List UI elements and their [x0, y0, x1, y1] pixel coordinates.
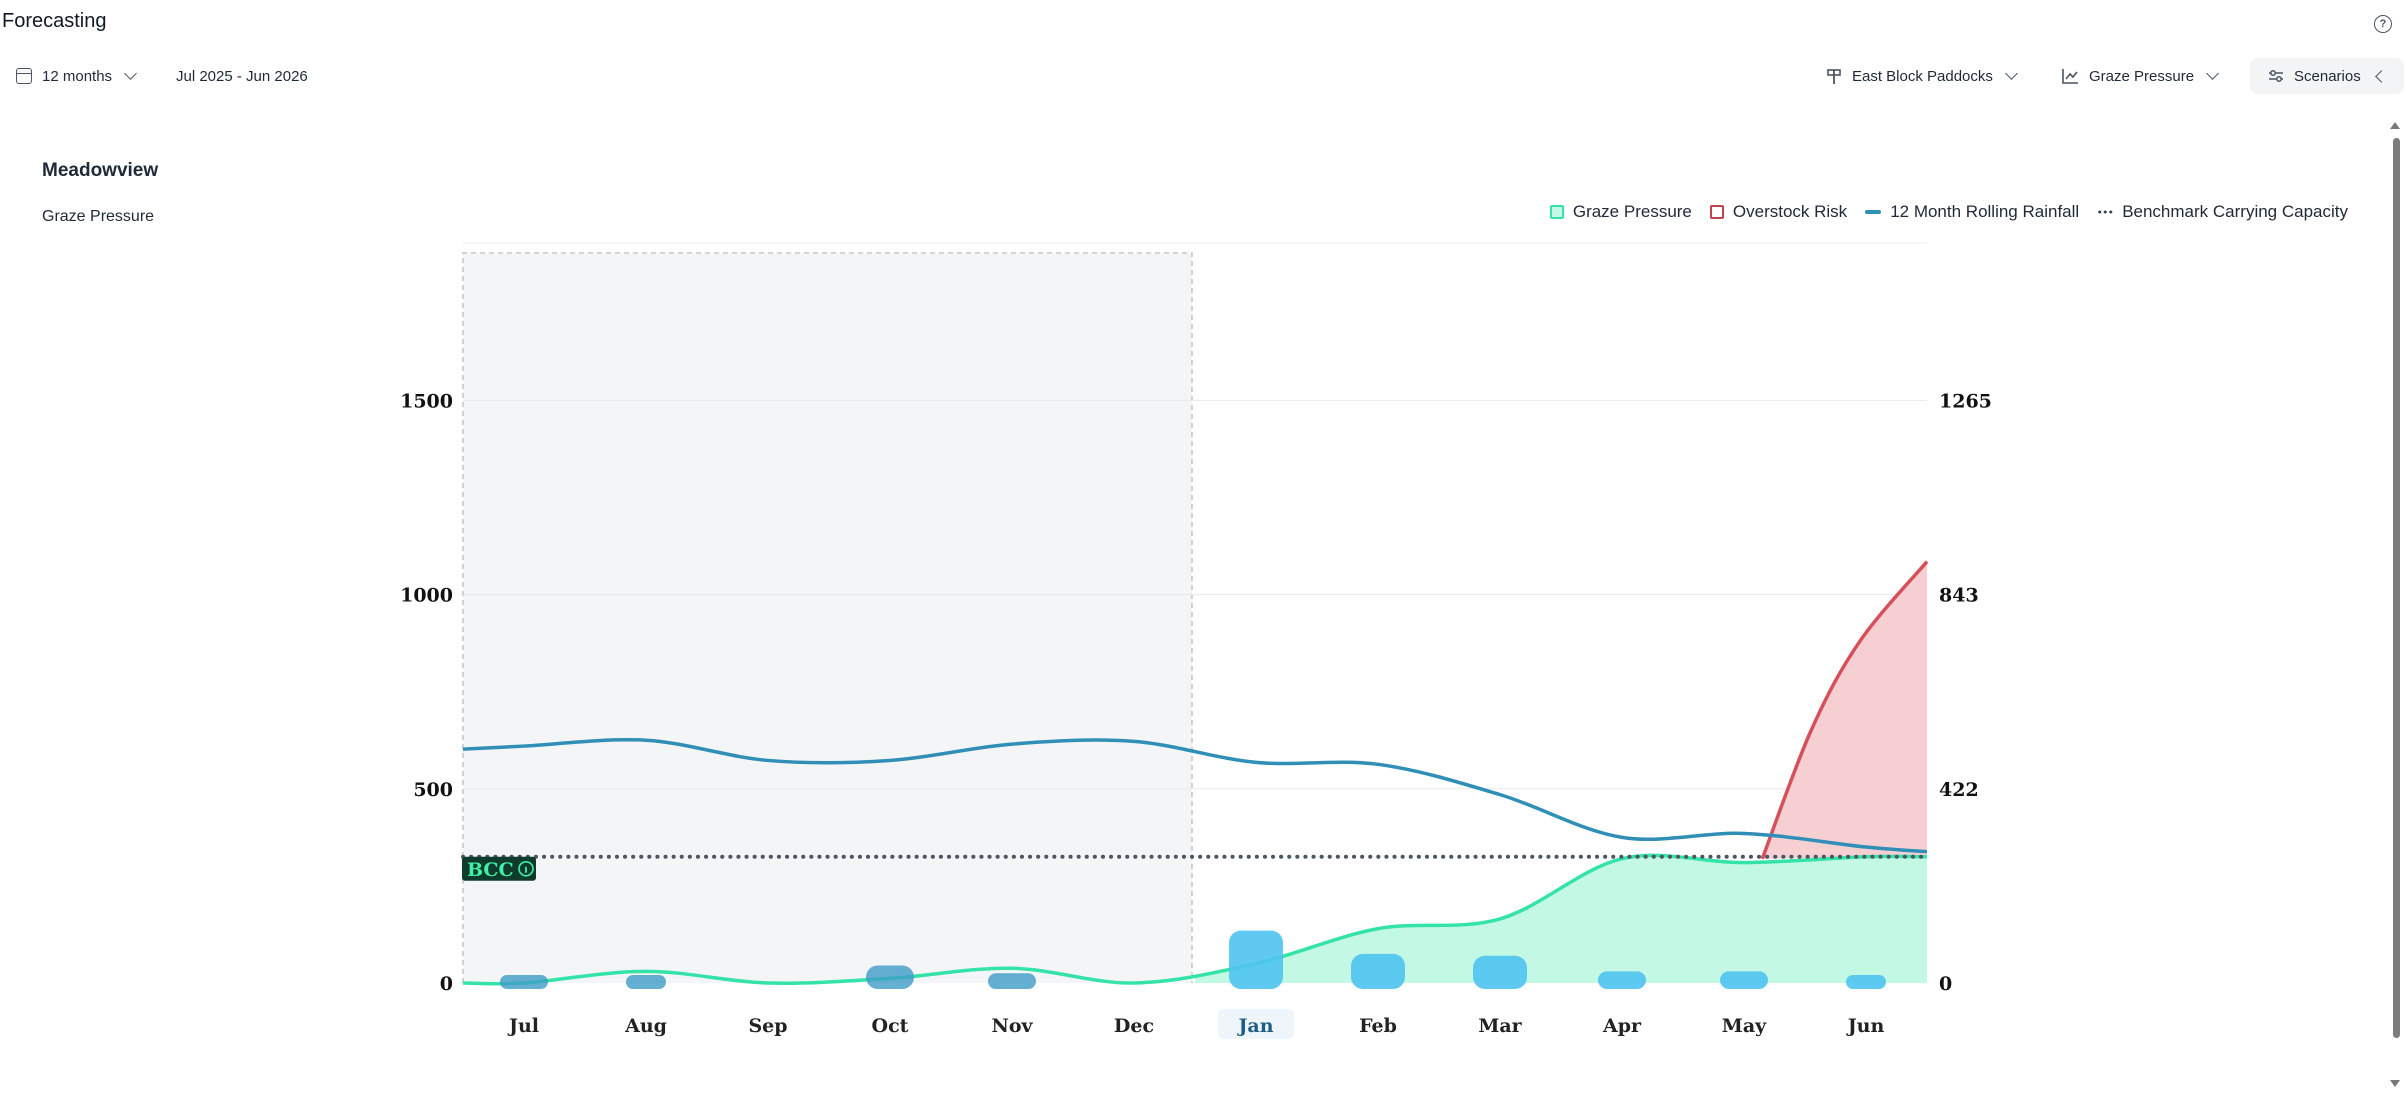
metric-selector[interactable]: Graze Pressure: [2062, 56, 2219, 96]
legend-item-benchmark[interactable]: Benchmark Carrying Capacity: [2097, 202, 2348, 222]
legend-label: Benchmark Carrying Capacity: [2122, 202, 2348, 221]
y-left-tick: 500: [413, 779, 453, 801]
x-tick-label: Apr: [1602, 1015, 1642, 1037]
legend-label: 12 Month Rolling Rainfall: [1890, 202, 2080, 221]
x-tick-label: Jul: [507, 1015, 539, 1037]
scrollbar-thumb[interactable]: [2393, 138, 2400, 1038]
x-tick-label: Jun: [1846, 1015, 1885, 1037]
panel-subtitle: Graze Pressure: [42, 208, 155, 225]
legend-swatch: [1865, 210, 1882, 214]
sliders-icon: [2269, 70, 2283, 82]
x-tick-label: Aug: [624, 1015, 667, 1037]
period-label: 12 months: [42, 67, 113, 85]
help-circle-icon[interactable]: ?: [2374, 15, 2392, 33]
signpost-icon: [1827, 69, 1841, 84]
rain-bar: [1473, 955, 1527, 989]
legend-swatch: [1709, 205, 1724, 219]
chart-legend: Graze Pressure Overstock Risk 12 Month R…: [1549, 202, 2348, 222]
page-title: Forecasting: [2, 10, 107, 32]
past-period-region: [463, 253, 1192, 983]
scroll-up-arrow[interactable]: [2390, 122, 2400, 129]
past-period-border: [462, 252, 1193, 983]
rain-bar: [1598, 971, 1646, 989]
y-right-tick: 0: [1939, 973, 1952, 995]
x-tick-label: Nov: [991, 1015, 1033, 1037]
scenarios-button[interactable]: Scenarios: [2250, 58, 2404, 94]
rain-bar: [626, 975, 666, 989]
x-tick-label: Mar: [1478, 1015, 1522, 1037]
graze-pressure-area: [1195, 855, 1927, 983]
y-left-tick: 0: [440, 973, 453, 995]
date-range: Jul 2025 - Jun 2026: [176, 56, 308, 96]
rain-bar: [500, 975, 548, 989]
legend-item-overstock-risk[interactable]: Overstock Risk: [1709, 202, 1848, 222]
location-selector[interactable]: East Block Paddocks: [1826, 56, 2018, 96]
metric-label: Graze Pressure: [2089, 67, 2195, 85]
legend-item-rainfall[interactable]: 12 Month Rolling Rainfall: [1865, 202, 2079, 222]
location-label: East Block Paddocks: [1852, 67, 1993, 85]
rain-bar: [988, 973, 1036, 989]
rain-bar: [1351, 953, 1405, 989]
x-tick-label: Sep: [748, 1015, 787, 1037]
scroll-down-arrow[interactable]: [2390, 1080, 2400, 1087]
rain-bar: [1720, 971, 1768, 989]
legend-swatch: [2097, 210, 2114, 214]
y-left-tick: 1500: [400, 390, 453, 412]
x-tick-label: Oct: [872, 1015, 909, 1037]
scenarios-label: Scenarios: [2294, 67, 2361, 85]
overstock-line: [1760, 560, 1929, 860]
legend-item-graze-pressure[interactable]: Graze Pressure: [1549, 202, 1692, 222]
bcc-badge: BCC: [462, 856, 536, 881]
y-left-tick: 1000: [400, 585, 453, 607]
legend-label: Overstock Risk: [1732, 202, 1848, 221]
graze-pressure-line: [462, 853, 1928, 986]
calendar-icon: [16, 68, 32, 84]
x-tick-highlight: [1218, 1009, 1294, 1039]
line-chart-icon: [2062, 69, 2078, 84]
legend-label: Graze Pressure: [1572, 202, 1692, 221]
y-right-tick: 1265: [1939, 390, 1992, 412]
date-range-label: Jul 2025 - Jun 2026: [176, 67, 308, 85]
panel-title: Meadowview: [42, 160, 159, 181]
rain-bar: [1229, 930, 1283, 989]
x-tick-label: Dec: [1114, 1015, 1154, 1037]
x-tick-label: Jan: [1236, 1015, 1273, 1037]
period-selector[interactable]: 12 months: [16, 56, 137, 96]
bcc-badge-bg: [462, 856, 536, 881]
overstock-area: [1762, 561, 1927, 859]
y-right-tick: 422: [1939, 779, 1979, 801]
y-right-tick: 843: [1939, 585, 1979, 607]
x-tick-label: Feb: [1359, 1015, 1397, 1037]
rain-bar: [866, 965, 914, 989]
info-icon: [518, 860, 534, 877]
x-tick-label: May: [1722, 1015, 1767, 1037]
legend-swatch: [1549, 205, 1564, 219]
bcc-label: BCC: [467, 859, 514, 881]
rainfall-line: [462, 737, 1928, 854]
rain-bar: [1846, 975, 1886, 989]
